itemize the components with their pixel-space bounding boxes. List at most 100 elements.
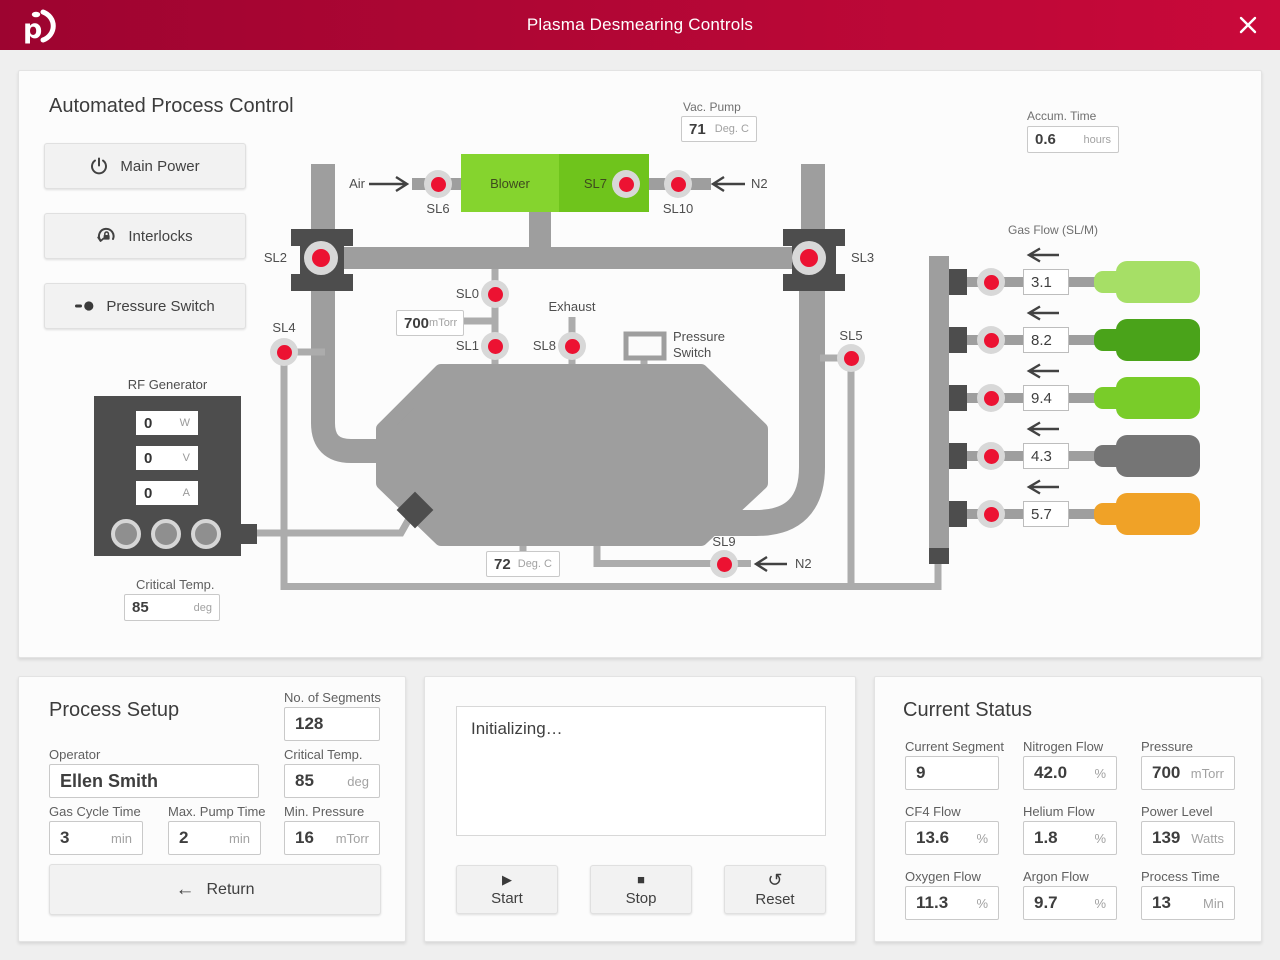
interlocks-label: Interlocks: [128, 227, 193, 245]
gas-valve-4[interactable]: [977, 442, 1005, 470]
valve-sl9[interactable]: [710, 550, 738, 578]
n2-top-flow-arrow: [710, 175, 745, 193]
process-setup-panel: Process Setup No. of Segments 128 Operat…: [18, 676, 406, 942]
status-label-6: Oxygen Flow: [905, 869, 981, 884]
blower-label: Blower: [490, 176, 530, 191]
status-box-cf4-flow: 13.6%: [905, 821, 999, 855]
gas-bottle-5: [1116, 493, 1200, 535]
chamber-temp-box: 72 Deg. C: [486, 551, 560, 577]
interlocks-button[interactable]: Interlocks: [44, 213, 246, 259]
segments-field[interactable]: 128: [284, 707, 380, 741]
status-box-argon-flow: 9.7%: [1023, 886, 1117, 920]
gas-bottle-2: [1116, 319, 1200, 361]
gas-flow-box-4[interactable]: 4.3: [1023, 443, 1069, 469]
valve-label-sl8: SL8: [532, 338, 556, 353]
valve-sl2[interactable]: [304, 241, 338, 275]
operator-label: Operator: [49, 747, 101, 762]
status-log: Initializing…: [456, 706, 826, 836]
valve-label-sl5: SL5: [839, 328, 863, 343]
gas-bottle-3: [1116, 377, 1200, 419]
interlock-lock-icon: [97, 227, 115, 242]
process-setup-title: Process Setup: [49, 699, 180, 721]
pressure-switch-label: Pressure Switch: [106, 297, 215, 315]
valve-sl0[interactable]: [481, 280, 509, 308]
gas-flow-box-5[interactable]: 5.7: [1023, 501, 1069, 527]
valve-sl5[interactable]: [837, 344, 865, 372]
rf-knob-1[interactable]: [111, 519, 141, 549]
vac-pump-temp-box: 71 Deg. C: [681, 116, 757, 142]
status-box-power-level: 139 Watts: [1141, 821, 1235, 855]
power-icon: [91, 157, 108, 175]
valve-label-sl9: SL9: [712, 534, 736, 549]
status-label-2: Pressure: [1141, 739, 1194, 754]
segments-label: No. of Segments: [284, 690, 381, 705]
gas-cycle-label: Gas Cycle Time: [49, 804, 141, 819]
max-pump-field[interactable]: 2 min: [168, 821, 261, 855]
gas-valve-5[interactable]: [977, 500, 1005, 528]
status-box-pressure: 700 mTorr: [1141, 756, 1235, 790]
gas-row-2: [949, 305, 1200, 361]
valve-sl10[interactable]: [664, 170, 692, 198]
automated-process-control-panel: Automated Process Control Main Power Int…: [18, 70, 1262, 658]
status-box-oxygen-flow: 11.3%: [905, 886, 999, 920]
chamber-pressure-box: 700 mTorr: [396, 310, 464, 336]
gas-valve-3[interactable]: [977, 384, 1005, 412]
main-power-label: Main Power: [120, 157, 200, 175]
valve-label-sl1: SL1: [455, 338, 479, 353]
return-button[interactable]: ← Return: [49, 864, 381, 915]
gas-flow-box-3[interactable]: 9.4: [1023, 385, 1069, 411]
process-chamber: [376, 364, 768, 546]
gas-row-3: [949, 363, 1200, 419]
rf-knob-2[interactable]: [151, 519, 181, 549]
valve-label-sl4: SL4: [272, 320, 296, 335]
title-bar: p Plasma Desmearing Controls: [0, 0, 1280, 50]
status-box-process-time: 13 Min: [1141, 886, 1235, 920]
gas-valve-1[interactable]: [977, 268, 1005, 296]
valve-sl7[interactable]: [612, 170, 640, 198]
close-icon[interactable]: [1234, 11, 1262, 39]
status-box-helium-flow: 1.8%: [1023, 821, 1117, 855]
status-box-nitrogen-flow: 42.0%: [1023, 756, 1117, 790]
pipes: [311, 164, 825, 269]
gas-flow-box-1[interactable]: 3.1: [1023, 269, 1069, 295]
gas-manifold: [929, 256, 949, 548]
valve-label-sl2: SL2: [263, 250, 287, 265]
status-label-3: CF4 Flow: [905, 804, 961, 819]
min-pressure-field[interactable]: 16 mTorr: [284, 821, 380, 855]
rf-knob-3[interactable]: [191, 519, 221, 549]
pressure-switch-button[interactable]: Pressure Switch: [44, 283, 246, 329]
current-status-panel: Current Status Current Segment 9 Nitroge…: [874, 676, 1262, 942]
valve-sl1[interactable]: [481, 332, 509, 360]
valve-sl4[interactable]: [270, 338, 298, 366]
stop-icon: ■: [637, 872, 645, 887]
critical-temp-box[interactable]: 85 deg: [124, 594, 220, 621]
return-label: Return: [206, 880, 255, 898]
setup-critical-temp-field[interactable]: 85 deg: [284, 764, 380, 798]
valve-label-sl6: SL6: [426, 201, 450, 216]
status-label-4: Helium Flow: [1023, 804, 1095, 819]
stop-button[interactable]: ■ Stop: [590, 865, 692, 914]
pipe-right-elbow: [707, 289, 825, 536]
air-source-label: Air: [349, 176, 365, 191]
pipe-left-elbow: [311, 289, 404, 463]
status-label-0: Current Segment: [905, 739, 1004, 754]
console-panel: Initializing… ▶ Start ■ Stop ↺ Reset: [424, 676, 856, 942]
reset-button[interactable]: ↺ Reset: [724, 865, 826, 914]
main-power-button[interactable]: Main Power: [44, 143, 246, 189]
gas-flow-title: Gas Flow (SL/M): [1007, 223, 1098, 237]
valve-sl8[interactable]: [558, 332, 586, 360]
valve-sl3[interactable]: [792, 241, 826, 275]
gas-flow-box-2[interactable]: 8.2: [1023, 327, 1069, 353]
n2-top-label: N2: [751, 176, 768, 191]
valve-sl6[interactable]: [424, 170, 452, 198]
start-button[interactable]: ▶ Start: [456, 865, 558, 914]
status-label-1: Nitrogen Flow: [1023, 739, 1104, 754]
min-pressure-label: Min. Pressure: [284, 804, 365, 819]
gas-valve-2[interactable]: [977, 326, 1005, 354]
window-title: Plasma Desmearing Controls: [526, 15, 754, 34]
gas-cycle-field[interactable]: 3 min: [49, 821, 143, 855]
operator-input[interactable]: [49, 764, 259, 798]
setup-critical-temp-label: Critical Temp.: [284, 747, 363, 762]
